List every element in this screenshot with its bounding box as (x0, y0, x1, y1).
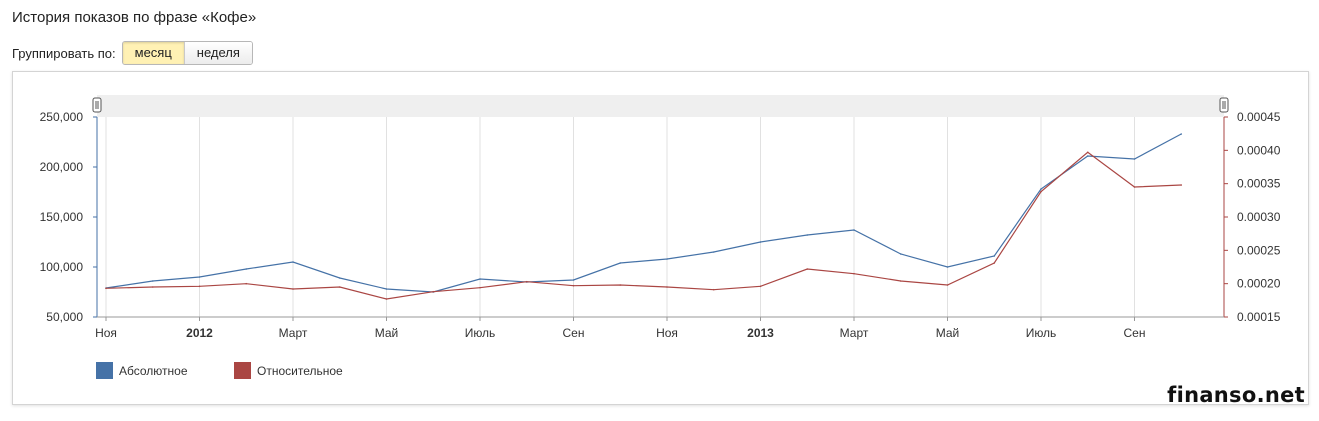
series-line-absolute (105, 133, 1182, 293)
data-point (479, 278, 481, 280)
data-point (1086, 155, 1089, 157)
x-tick-label: Май (936, 326, 960, 340)
y-right-tick-label: 0.00025 (1237, 243, 1281, 257)
data-point (946, 266, 949, 268)
data-point (993, 255, 996, 257)
x-tick-label: Июль (1026, 326, 1057, 340)
group-by-toggle: месяц неделя (121, 41, 253, 65)
data-point (853, 272, 855, 275)
data-point (338, 277, 341, 279)
data-point (853, 229, 855, 231)
data-point (525, 280, 528, 283)
y-right-tick-label: 0.00040 (1237, 143, 1281, 157)
x-tick-label: Март (279, 326, 308, 340)
data-point (245, 268, 248, 270)
data-point (292, 261, 294, 263)
data-point (666, 258, 668, 260)
data-point (245, 282, 248, 285)
data-point (993, 262, 996, 264)
legend-swatch[interactable] (234, 362, 251, 379)
data-point (1180, 184, 1183, 186)
x-tick-label: Март (840, 326, 869, 340)
data-point (1086, 151, 1089, 154)
group-week-button[interactable]: неделя (184, 42, 252, 64)
data-point (619, 284, 622, 286)
y-right-tick-label: 0.00015 (1237, 310, 1281, 324)
data-point (432, 290, 435, 293)
y-left-tick-label: 50,000 (46, 310, 83, 324)
data-point (105, 287, 107, 290)
x-tick-label: Сен (563, 326, 585, 340)
group-by-label: Группировать по: (12, 45, 116, 61)
data-point (806, 234, 809, 236)
page-title: История показов по фразе «Кофе» (12, 9, 257, 26)
y-right-tick-label: 0.00045 (1237, 110, 1281, 124)
data-point (198, 276, 201, 278)
data-point (385, 298, 388, 300)
data-point (806, 268, 809, 270)
y-right-tick-label: 0.00035 (1237, 177, 1281, 191)
group-by-row: Группировать по: месяц неделя (12, 41, 253, 65)
data-point (759, 241, 762, 243)
y-right-tick-label: 0.00020 (1237, 277, 1281, 291)
y-right-tick-label: 0.00030 (1237, 210, 1281, 224)
watermark: finanso.net (1167, 383, 1305, 407)
data-point (1040, 188, 1042, 190)
group-month-button[interactable]: месяц (122, 42, 185, 64)
data-point (946, 284, 949, 286)
legend-swatch[interactable] (96, 362, 113, 379)
range-strip (97, 95, 1224, 117)
data-point (759, 285, 762, 288)
x-tick-label: 2013 (747, 326, 774, 340)
x-tick-label: Июль (465, 326, 496, 340)
y-left-tick-label: 100,000 (40, 260, 84, 274)
series-line-relative (105, 151, 1182, 300)
data-point (899, 253, 902, 255)
data-point (712, 251, 715, 253)
legend-label: Абсолютное (119, 364, 188, 378)
y-left-tick-label: 200,000 (40, 160, 84, 174)
data-point (619, 262, 622, 264)
y-left-tick-label: 250,000 (40, 110, 84, 124)
data-point (1040, 190, 1042, 193)
data-point (385, 288, 388, 290)
data-point (292, 288, 294, 290)
data-point (198, 285, 201, 288)
data-point (712, 288, 715, 291)
data-point (151, 280, 154, 282)
data-point (1180, 133, 1183, 135)
x-tick-label: Ноя (656, 326, 678, 340)
data-point (151, 286, 154, 288)
range-handle-left[interactable] (92, 97, 102, 113)
x-tick-label: Сен (1124, 326, 1146, 340)
data-point (479, 286, 481, 289)
x-tick-label: Ноя (95, 326, 117, 340)
data-point (1133, 158, 1136, 160)
range-handle-right[interactable] (1219, 97, 1229, 113)
data-point (1133, 186, 1136, 188)
x-tick-label: 2012 (186, 326, 213, 340)
y-left-tick-label: 150,000 (40, 210, 84, 224)
chart-container: 50,000 100,000 150,000 200,000 250,000 0.0001… (12, 71, 1309, 405)
data-point (572, 279, 575, 281)
data-point (338, 286, 341, 288)
line-chart: 50,000 100,000 150,000 200,000 250,000 0.0001… (40, 95, 1281, 379)
data-point (899, 280, 902, 282)
legend-label: Относительное (257, 364, 343, 378)
x-tick-label: Май (375, 326, 399, 340)
data-point (572, 284, 575, 287)
data-point (666, 286, 668, 288)
